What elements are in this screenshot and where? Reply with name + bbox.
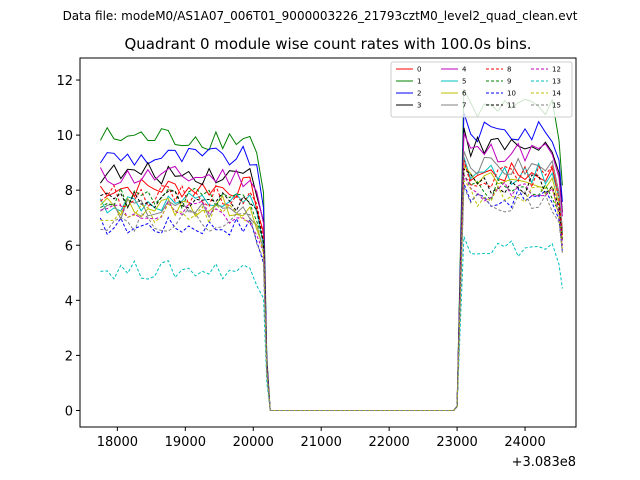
chart-title: Quadrant 0 module wise count rates with … (124, 35, 531, 53)
y-tick-label: 2 (65, 349, 73, 364)
legend-label-5: 5 (462, 78, 466, 86)
x-tick-label: 18000 (97, 435, 138, 450)
legend-label-10: 10 (507, 90, 516, 98)
legend-label-6: 6 (462, 90, 467, 98)
legend-label-7: 7 (462, 102, 466, 110)
series-line-15 (100, 186, 563, 411)
series-line-8 (100, 159, 563, 411)
series-line-11 (100, 167, 563, 411)
legend-label-11: 11 (507, 102, 516, 110)
x-tick-label: 22000 (368, 435, 409, 450)
series-line-6 (100, 164, 563, 411)
legend-label-4: 4 (462, 66, 467, 74)
y-tick-label: 10 (56, 129, 73, 144)
suptitle: Data file: modeM0/AS1A07_006T01_90000032… (63, 9, 578, 23)
series-line-2 (99, 112, 563, 411)
y-tick-label: 6 (65, 239, 73, 254)
series-line-9 (100, 173, 563, 411)
y-axis: 0 2 4 6 8 10 12 (56, 74, 80, 419)
legend-label-1: 1 (417, 78, 421, 86)
x-axis: 18000 19000 20000 21000 22000 23000 24000 (97, 427, 546, 450)
y-tick-label: 8 (65, 184, 73, 199)
legend-label-14: 14 (552, 90, 561, 98)
legend-label-9: 9 (507, 78, 511, 86)
series-line-14 (100, 179, 563, 411)
legend-label-15: 15 (552, 102, 561, 110)
legend-label-0: 0 (417, 66, 421, 74)
plot-frame (79, 57, 577, 428)
legend-label-12: 12 (552, 66, 561, 74)
series-line-1 (99, 89, 563, 411)
y-tick-label: 0 (65, 404, 73, 419)
plot-lines (99, 89, 563, 411)
x-tick-label: 24000 (504, 435, 545, 450)
y-tick-label: 12 (56, 74, 73, 89)
series-line-10 (99, 183, 563, 411)
legend-label-13: 13 (552, 78, 561, 86)
x-tick-label: 19000 (165, 435, 206, 450)
legend-label-2: 2 (417, 90, 421, 98)
y-tick-label: 4 (65, 294, 73, 309)
series-line-13 (100, 236, 563, 411)
x-offset-label: +3.083e8 (512, 455, 576, 470)
legend-box (390, 61, 573, 118)
legend-label-8: 8 (507, 66, 511, 74)
x-tick-label: 23000 (436, 435, 477, 450)
series-line-12 (100, 174, 563, 411)
x-tick-label: 20000 (233, 435, 274, 450)
legend-label-3: 3 (417, 102, 421, 110)
x-tick-label: 21000 (301, 435, 342, 450)
